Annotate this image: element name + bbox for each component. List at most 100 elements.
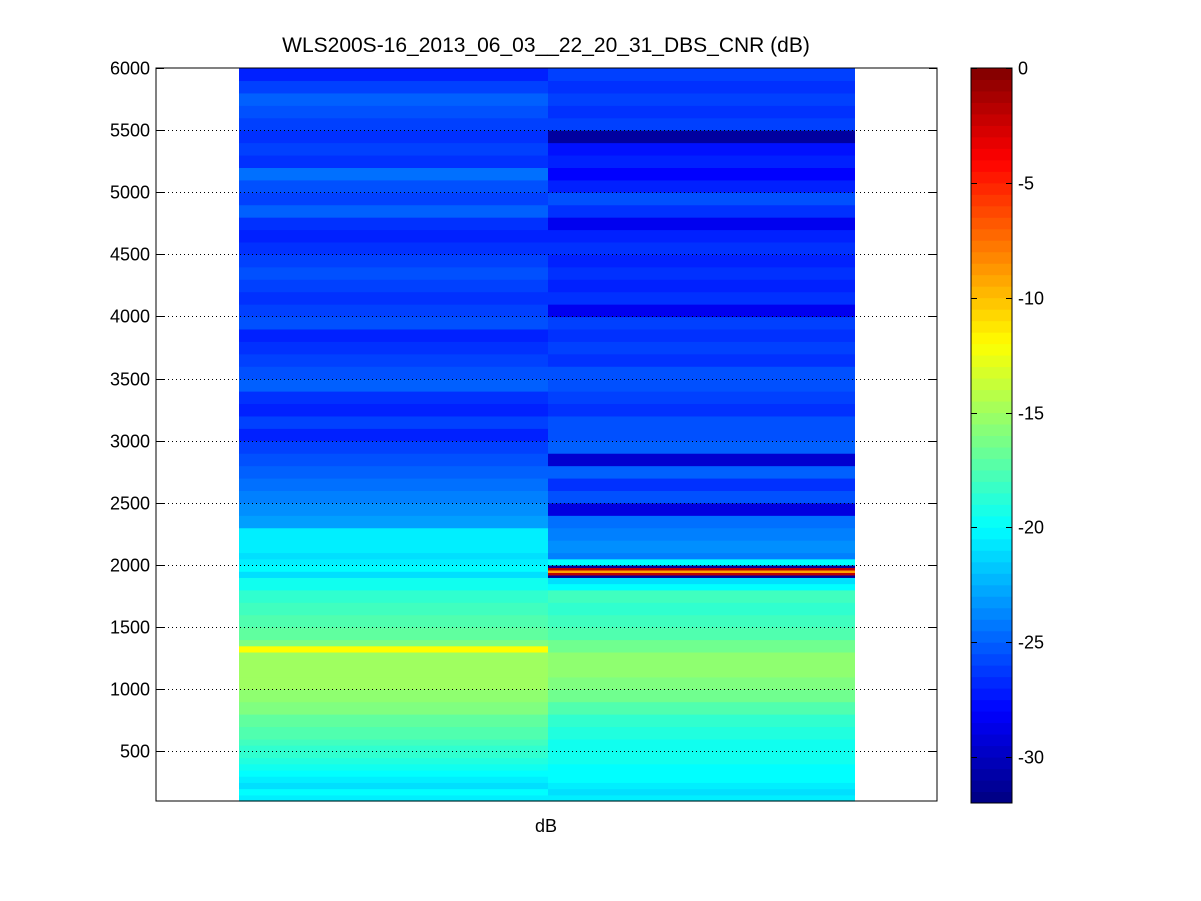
- heatmap-cell: [239, 701, 548, 715]
- heatmap-cell: [548, 558, 855, 566]
- heatmap-cell: [239, 627, 548, 641]
- heatmap-cell: [548, 738, 855, 752]
- heatmap-cell: [548, 92, 855, 106]
- heatmap-cell: [548, 68, 855, 82]
- x-axis-label: dB: [535, 816, 557, 836]
- heatmap-cell: [548, 564, 855, 569]
- heatmap-cell: [239, 664, 548, 678]
- colorbar-swatch: [971, 378, 1012, 391]
- heatmap-cell: [548, 676, 855, 690]
- colorbar-swatch: [971, 286, 1012, 299]
- heatmap-cell: [548, 217, 855, 231]
- heatmap-cell: [548, 192, 855, 206]
- heatmap-cell: [548, 254, 855, 268]
- y-tick-label: 3000: [110, 432, 150, 452]
- heatmap-cell: [239, 540, 548, 554]
- heatmap-cell: [239, 142, 548, 156]
- heatmap-cell: [239, 515, 548, 529]
- heatmap-cell: [548, 751, 855, 765]
- colorbar-swatch: [971, 113, 1012, 126]
- heatmap-cell: [548, 328, 855, 342]
- heatmap-cell: [548, 527, 855, 541]
- colorbar-swatch: [971, 665, 1012, 678]
- heatmap-cell: [548, 304, 855, 318]
- heatmap-cell: [548, 583, 855, 591]
- colorbar-swatch: [971, 768, 1012, 781]
- plot-area-frame: [155, 67, 938, 802]
- colorbar-swatch: [971, 320, 1012, 333]
- y-tick-label: 5000: [110, 183, 150, 203]
- colorbar-swatch: [971, 355, 1012, 368]
- heatmap-cell: [548, 142, 855, 156]
- heatmap-cell: [239, 639, 548, 647]
- heatmap-cell: [239, 204, 548, 218]
- colorbar-swatch: [971, 550, 1012, 563]
- heatmap-cell: [239, 751, 548, 759]
- heatmap-cell: [548, 782, 855, 790]
- heatmap-cell: [548, 552, 855, 560]
- heatmap-cell: [239, 564, 548, 572]
- heatmap-cell: [548, 204, 855, 218]
- heatmap-cell: [548, 602, 855, 616]
- colorbar-swatch: [971, 68, 1012, 80]
- colorbar-swatch: [971, 757, 1012, 770]
- colorbar-swatch: [971, 228, 1012, 241]
- heatmap-cell: [548, 776, 855, 783]
- heatmap-cell: [239, 403, 548, 417]
- heatmap-cell: [239, 676, 548, 690]
- colorbar-swatch: [971, 458, 1012, 471]
- heatmap-cell: [239, 651, 548, 665]
- heatmap-cell: [239, 279, 548, 293]
- colorbar-tick-label: -25: [1018, 633, 1044, 653]
- heatmap-cell: [239, 477, 548, 491]
- heatmap-cell: [548, 515, 855, 529]
- heatmap-cell: [239, 217, 548, 231]
- colorbar-swatch: [971, 469, 1012, 482]
- heatmap-cell: [239, 154, 548, 168]
- heatmap-cell: [239, 291, 548, 305]
- colorbar-swatch: [971, 90, 1012, 103]
- heatmap-cell: [548, 577, 855, 585]
- colorbar-swatch: [971, 481, 1012, 494]
- colorbar-tick-label: -5: [1018, 174, 1034, 194]
- colorbar-swatch: [971, 389, 1012, 402]
- colorbar-swatch: [971, 263, 1012, 276]
- heatmap-cell: [548, 179, 855, 193]
- colorbar-swatch: [971, 607, 1012, 620]
- heatmap-cell: [239, 304, 548, 318]
- heatmap-cell: [239, 366, 548, 380]
- heatmap-cell: [239, 341, 548, 355]
- heatmap-cell: [548, 316, 855, 330]
- heatmap-cell: [548, 651, 855, 665]
- heatmap-cell: [239, 378, 548, 392]
- heatmap-cell: [239, 738, 548, 746]
- y-tick-label: 3500: [110, 370, 150, 390]
- colorbar-swatch: [971, 573, 1012, 586]
- colorbar-swatch: [971, 424, 1012, 436]
- heatmap-cell: [239, 769, 548, 777]
- heatmap-cell: [239, 794, 548, 802]
- colorbar-swatch: [971, 136, 1012, 149]
- colorbar-tick-label: -30: [1018, 748, 1044, 768]
- heatmap-cell: [239, 689, 548, 703]
- heatmap-cell: [548, 788, 855, 796]
- heatmap-cell: [548, 763, 855, 777]
- heatmap-cell: [548, 574, 855, 578]
- colorbar-swatch: [971, 734, 1012, 747]
- colorbar-swatch: [971, 171, 1012, 184]
- heatmap-cell: [548, 477, 855, 491]
- colorbar-swatch: [971, 492, 1012, 505]
- y-tick-label: 1500: [110, 618, 150, 638]
- y-tick-label: 1000: [110, 680, 150, 700]
- heatmap-cell: [239, 316, 548, 330]
- heatmap-cell: [548, 627, 855, 641]
- colorbar-swatch: [971, 630, 1012, 643]
- colorbar-swatch: [971, 515, 1012, 528]
- colorbar-swatch: [971, 446, 1012, 459]
- colorbar-swatch: [971, 159, 1012, 172]
- heatmap-cell: [239, 266, 548, 280]
- colorbar-swatch: [971, 435, 1012, 448]
- heatmap-cell: [548, 428, 855, 442]
- heatmap-cell: [548, 502, 855, 516]
- colorbar-swatch: [971, 584, 1012, 597]
